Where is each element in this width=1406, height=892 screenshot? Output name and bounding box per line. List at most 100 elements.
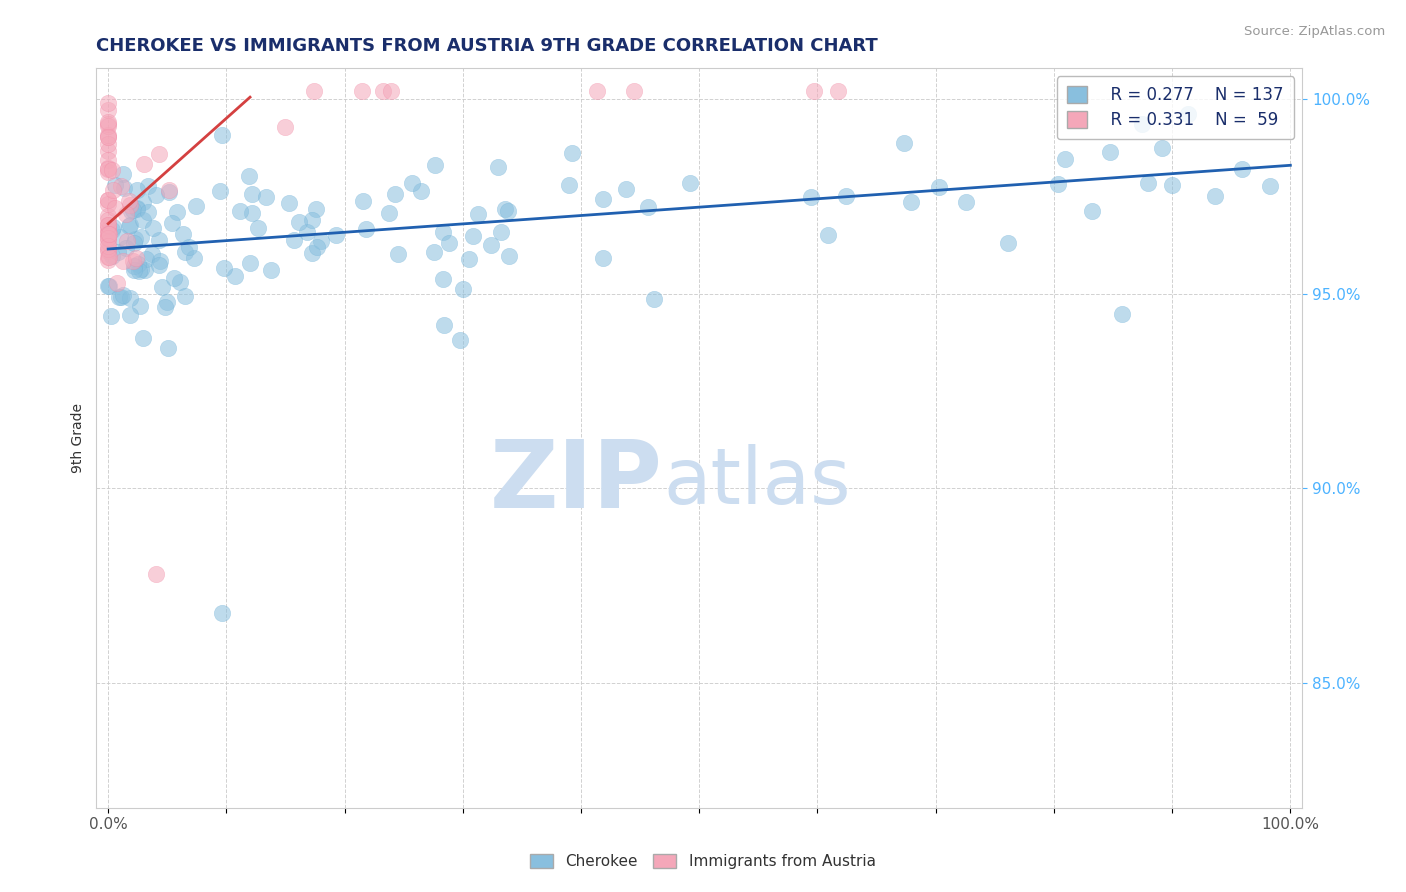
Point <box>124 236 146 251</box>
Point <box>643 292 665 306</box>
Point <box>433 318 456 332</box>
Point <box>637 200 659 214</box>
Text: Source: ZipAtlas.com: Source: ZipAtlas.com <box>1244 25 1385 38</box>
Point <box>118 219 141 233</box>
Point <box>997 236 1019 251</box>
Point <box>305 202 328 217</box>
Point <box>163 271 186 285</box>
Point <box>240 205 263 219</box>
Point <box>352 194 374 209</box>
Point <box>97 165 120 179</box>
Point <box>132 331 155 345</box>
Point <box>1111 308 1133 322</box>
Point <box>149 253 172 268</box>
Point <box>228 204 250 219</box>
Point <box>401 176 423 190</box>
Point <box>97 226 120 240</box>
Point <box>120 204 142 219</box>
Point <box>827 84 849 98</box>
Point <box>172 227 194 242</box>
Point <box>817 228 839 243</box>
Point <box>354 222 377 236</box>
Point <box>118 198 141 212</box>
Point <box>411 184 433 198</box>
Point <box>1099 145 1122 160</box>
Point <box>97 130 120 145</box>
Point <box>138 178 160 193</box>
Point <box>127 202 149 216</box>
Point <box>1081 204 1104 219</box>
Point <box>124 231 146 245</box>
Point <box>134 263 156 277</box>
Point <box>157 341 180 355</box>
Point <box>1204 189 1226 203</box>
Text: CHEROKEE VS IMMIGRANTS FROM AUSTRIA 9TH GRADE CORRELATION CHART: CHEROKEE VS IMMIGRANTS FROM AUSTRIA 9TH … <box>97 37 879 55</box>
Point <box>380 84 402 98</box>
Point <box>105 276 128 290</box>
Point <box>451 282 474 296</box>
Point <box>384 187 406 202</box>
Point <box>97 221 120 235</box>
Point <box>585 84 607 98</box>
Point <box>97 218 120 232</box>
Point <box>955 195 977 210</box>
Point <box>1232 162 1254 177</box>
Point <box>128 264 150 278</box>
Point <box>127 257 149 271</box>
Point <box>432 225 454 239</box>
Point <box>1161 178 1184 192</box>
Point <box>97 227 120 241</box>
Point <box>240 187 263 202</box>
Point <box>107 244 129 259</box>
Point <box>378 206 401 220</box>
Point <box>112 181 135 195</box>
Point <box>679 176 702 190</box>
Point <box>101 223 124 237</box>
Point <box>211 128 233 143</box>
Point <box>97 213 120 227</box>
Legend: Cherokee, Immigrants from Austria: Cherokee, Immigrants from Austria <box>524 848 882 875</box>
Point <box>432 272 454 286</box>
Point <box>97 117 120 131</box>
Point <box>302 84 325 98</box>
Point <box>1152 141 1174 155</box>
Point <box>148 147 170 161</box>
Point <box>125 251 148 265</box>
Point <box>97 235 120 249</box>
Point <box>425 158 447 172</box>
Point <box>457 252 479 266</box>
Point <box>97 128 120 143</box>
Point <box>800 190 823 204</box>
Point <box>254 190 277 204</box>
Point <box>97 119 120 133</box>
Point <box>479 237 502 252</box>
Point <box>120 291 142 305</box>
Point <box>118 218 141 232</box>
Point <box>277 195 299 210</box>
Point <box>301 212 323 227</box>
Point <box>350 84 373 98</box>
Point <box>97 103 120 117</box>
Point <box>97 250 120 264</box>
Point <box>183 251 205 265</box>
Point <box>97 136 120 151</box>
Y-axis label: 9th Grade: 9th Grade <box>72 403 86 473</box>
Point <box>145 567 167 582</box>
Point <box>150 279 173 293</box>
Point <box>893 136 915 151</box>
Point <box>111 167 134 181</box>
Point <box>169 275 191 289</box>
Point <box>97 197 120 211</box>
Point <box>97 161 120 176</box>
Point <box>186 199 208 213</box>
Point <box>1054 153 1077 167</box>
Point <box>145 188 167 202</box>
Point <box>97 231 120 245</box>
Point <box>101 220 124 235</box>
Point <box>166 205 188 219</box>
Point <box>122 263 145 277</box>
Point <box>486 161 509 175</box>
Point <box>174 244 197 259</box>
Point <box>101 163 124 178</box>
Point <box>307 240 329 254</box>
